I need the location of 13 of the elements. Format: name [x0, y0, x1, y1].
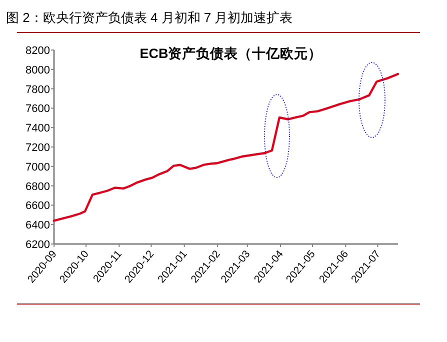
y-tick-label: 6600: [26, 200, 50, 212]
y-tick-label: 7400: [26, 122, 50, 135]
y-tick-label: 7600: [26, 103, 50, 116]
y-tick-label: 8000: [26, 64, 50, 76]
y-tick-label: 8200: [26, 45, 50, 57]
y-tick-label: 6400: [26, 220, 50, 232]
y-tick-label: 7000: [26, 161, 50, 174]
chart-subtitle: ECB资产负债表（十亿欧元）: [140, 45, 322, 61]
y-tick-label: 7200: [26, 142, 50, 154]
chart-title: 图 2：欧央行资产负债表 4 月初和 7 月初加速扩表: [6, 10, 293, 25]
y-tick-label: 6800: [26, 180, 50, 193]
y-tick-label: 7800: [26, 84, 50, 96]
y-tick-label: 6200: [26, 239, 50, 251]
